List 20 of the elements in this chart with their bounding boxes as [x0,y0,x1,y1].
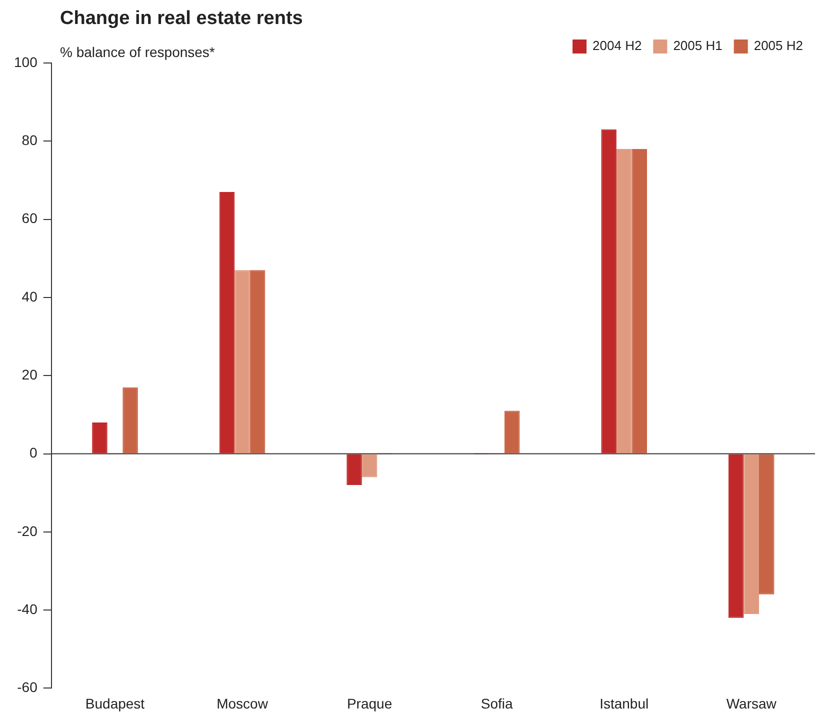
legend-label: 2004 H2 [592,38,642,54]
x-tick-label: Moscow [216,695,269,712]
y-tick-label: -60 [17,679,38,696]
y-tick-label: -20 [17,522,38,539]
y-tick-label: 100 [14,54,38,70]
y-tick-label: 0 [30,444,38,461]
x-tick-label: Praque [346,695,392,712]
legend-label: 2005 H1 [673,38,722,54]
legend-label: 2005 H2 [754,38,804,54]
y-tick-label: 40 [22,288,38,304]
y-tick-label: 80 [22,132,38,148]
y-axis-title: % balance of responses* [60,44,215,60]
x-tick-label: Budapest [85,695,145,712]
x-tick-label: Istanbul [600,695,649,712]
chart-title: Change in real estate rents [60,8,303,30]
y-tick-label: -40 [17,600,38,617]
y-tick-label: 20 [22,366,38,382]
y-tick-label: 60 [22,210,38,226]
x-tick-label: Sofia [480,695,513,712]
x-tick-label: Warsaw [726,695,778,712]
